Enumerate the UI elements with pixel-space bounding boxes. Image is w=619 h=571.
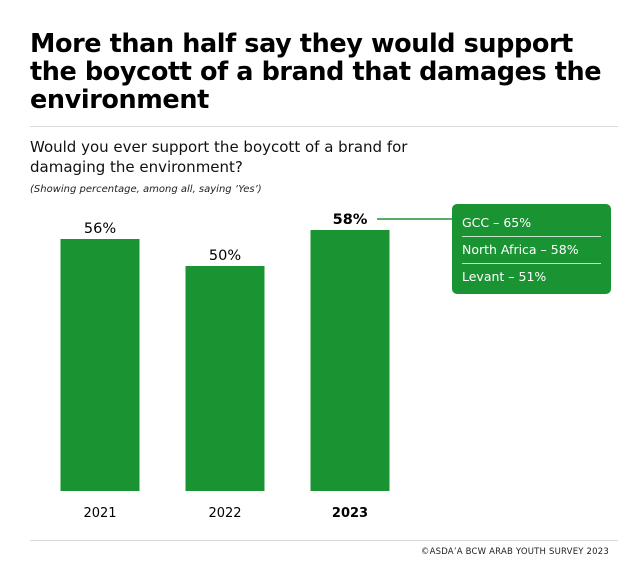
bar-2023 bbox=[310, 230, 390, 491]
source-footer: ©ASDA’A BCW ARAB YOUTH SURVEY 2023 bbox=[420, 547, 609, 557]
bottom-divider bbox=[30, 540, 618, 541]
bar-2022 bbox=[185, 266, 265, 491]
value-label-2021: 56% bbox=[84, 221, 116, 237]
breakdown-row-levant: Levant – 51% bbox=[462, 269, 547, 284]
category-label-2021: 2021 bbox=[83, 506, 116, 521]
category-label-2023: 2023 bbox=[332, 506, 368, 521]
top-divider bbox=[30, 126, 618, 127]
bar-2021 bbox=[60, 239, 140, 491]
survey-question: Would you ever support the boycott of a … bbox=[30, 138, 408, 176]
breakdown-row-gcc: GCC – 65% bbox=[462, 215, 532, 230]
value-label-2023: 58% bbox=[333, 212, 368, 228]
category-label-2022: 2022 bbox=[208, 506, 241, 521]
value-label-2022: 50% bbox=[209, 248, 241, 264]
breakdown-divider bbox=[462, 263, 601, 264]
breakdown-row-north-africa: North Africa – 58% bbox=[462, 242, 579, 257]
breakdown-box-2023: GCC – 65% North Africa – 58% Levant – 51… bbox=[452, 204, 611, 294]
headline: More than half say they would support th… bbox=[30, 29, 602, 115]
survey-note: (Showing percentage, among all, saying ‘… bbox=[30, 184, 262, 195]
breakdown-divider bbox=[462, 236, 601, 237]
